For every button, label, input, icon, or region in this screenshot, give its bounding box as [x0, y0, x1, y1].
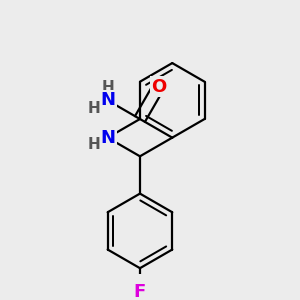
Text: H: H [88, 137, 100, 152]
Text: F: F [134, 284, 146, 300]
Text: O: O [151, 78, 166, 96]
Text: N: N [100, 129, 115, 147]
Text: H: H [88, 101, 100, 116]
Text: N: N [100, 92, 115, 110]
Text: H: H [101, 80, 114, 95]
